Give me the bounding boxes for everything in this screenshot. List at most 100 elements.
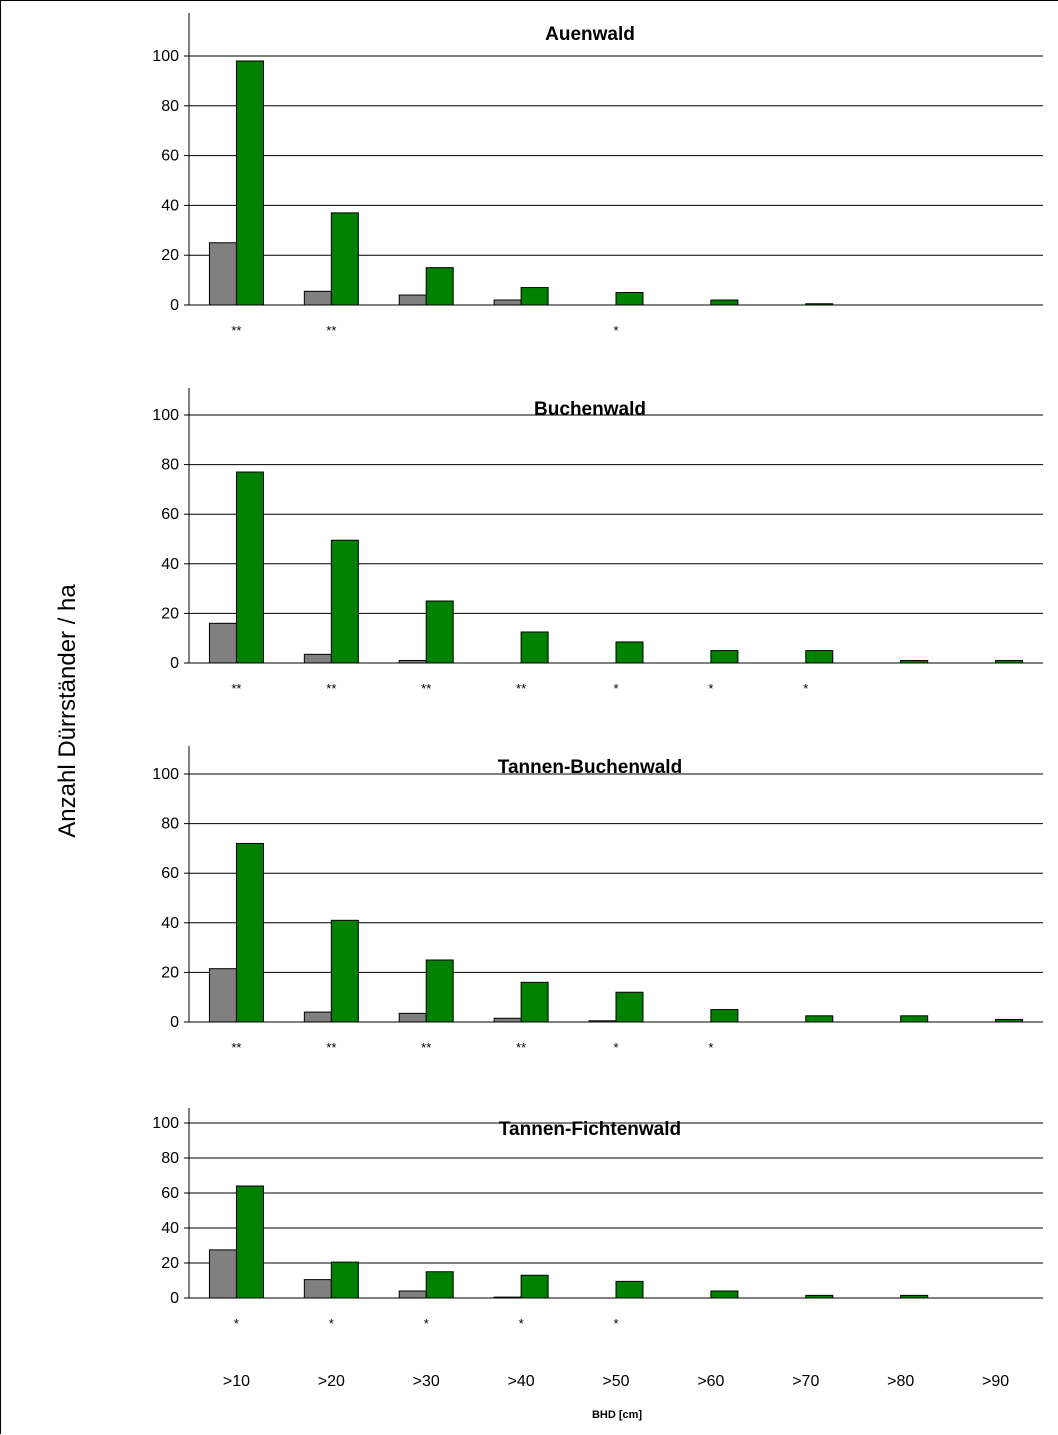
significance-marker: * — [708, 681, 713, 696]
bar-gray — [303, 1011, 332, 1023]
significance-marker: ** — [231, 681, 241, 696]
y-tick-label: 20 — [161, 247, 179, 264]
significance-marker: * — [613, 681, 618, 696]
significance-marker: ** — [421, 681, 431, 696]
significance-marker: ** — [231, 1040, 241, 1055]
x-tick-label: >50 — [602, 1373, 629, 1390]
y-tick-label: 80 — [161, 1150, 179, 1167]
significance-marker: * — [708, 1040, 713, 1055]
bar-gray — [208, 1249, 237, 1299]
bar-gray — [208, 622, 237, 664]
significance-marker: * — [329, 1316, 334, 1331]
y-tick-label: 80 — [161, 816, 179, 833]
x-tick-label: >90 — [982, 1373, 1009, 1390]
bar-gray — [398, 660, 427, 664]
y-axis-label: Anzahl Dürrständer / ha — [54, 584, 81, 838]
bar-green — [900, 660, 929, 664]
bar-green — [425, 1271, 454, 1299]
bar-green — [805, 1294, 834, 1299]
bar-green — [805, 1015, 834, 1023]
y-tick-label: 0 — [170, 655, 179, 672]
x-tick-label: >20 — [318, 1373, 345, 1390]
bar-green — [615, 1280, 644, 1299]
x-tick-label: >40 — [508, 1373, 535, 1390]
x-tick-label: >10 — [223, 1373, 250, 1390]
bar-green — [330, 1261, 359, 1299]
bar-green — [805, 303, 834, 306]
x-axis-label: BHD [cm] — [592, 1409, 642, 1421]
bar-green — [615, 991, 644, 1023]
significance-marker: ** — [516, 681, 526, 696]
bar-green — [330, 919, 359, 1023]
panel-title: Tannen-Fichtenwald — [499, 1119, 681, 1140]
y-tick-label: 100 — [152, 48, 179, 65]
significance-marker: * — [234, 1316, 239, 1331]
x-tick-label: >30 — [413, 1373, 440, 1390]
significance-marker: ** — [326, 1040, 336, 1055]
bar-green — [520, 287, 549, 306]
significance-marker: * — [613, 323, 618, 338]
bar-green — [900, 1015, 929, 1023]
significance-marker: * — [613, 1316, 618, 1331]
y-tick-label: 100 — [152, 407, 179, 424]
x-tick-label: >80 — [887, 1373, 914, 1390]
significance-marker: ** — [326, 323, 336, 338]
y-tick-label: 20 — [161, 605, 179, 622]
bar-green — [710, 650, 739, 664]
bar-green — [520, 981, 549, 1023]
bar-gray — [493, 299, 522, 306]
x-tick-label: >60 — [697, 1373, 724, 1390]
bar-green — [710, 1009, 739, 1023]
y-tick-label: 40 — [161, 197, 179, 214]
y-tick-label: 60 — [161, 865, 179, 882]
y-tick-label: 80 — [161, 98, 179, 115]
bar-gray — [588, 1020, 617, 1023]
y-tick-label: 80 — [161, 457, 179, 474]
significance-marker: * — [803, 681, 808, 696]
y-tick-label: 60 — [161, 506, 179, 523]
bar-green — [710, 299, 739, 306]
bar-gray — [208, 968, 237, 1023]
bar-gray — [303, 653, 332, 664]
bar-green — [330, 539, 359, 664]
y-tick-label: 40 — [161, 915, 179, 932]
bar-gray — [493, 1296, 522, 1299]
y-tick-label: 100 — [152, 1115, 179, 1132]
bar-gray — [493, 1017, 522, 1023]
significance-marker: * — [613, 1040, 618, 1055]
bar-green — [235, 471, 264, 664]
significance-marker: * — [424, 1316, 429, 1331]
bar-green — [330, 212, 359, 306]
y-tick-label: 40 — [161, 556, 179, 573]
bar-green — [615, 641, 644, 664]
bar-green — [900, 1294, 929, 1299]
significance-marker: ** — [516, 1040, 526, 1055]
y-tick-label: 0 — [170, 1290, 179, 1307]
bar-gray — [208, 242, 237, 306]
bar-green — [615, 292, 644, 306]
bar-green — [710, 1290, 739, 1299]
bar-gray — [303, 290, 332, 306]
y-tick-label: 60 — [161, 148, 179, 165]
y-tick-label: 0 — [170, 1014, 179, 1031]
bar-green — [520, 631, 549, 664]
y-tick-label: 20 — [161, 1255, 179, 1272]
bar-green — [425, 959, 454, 1023]
bar-green — [235, 1185, 264, 1299]
bar-gray — [398, 294, 427, 306]
bar-green — [235, 842, 264, 1023]
panel-title: Tannen-Buchenwald — [498, 757, 682, 778]
x-tick-label: >70 — [792, 1373, 819, 1390]
bar-green — [425, 600, 454, 664]
y-tick-label: 0 — [170, 297, 179, 314]
bar-green — [995, 1019, 1024, 1023]
panel-title: Auenwald — [545, 24, 635, 45]
bar-green — [425, 267, 454, 306]
y-tick-label: 40 — [161, 1220, 179, 1237]
bar-green — [235, 60, 264, 306]
significance-marker: ** — [421, 1040, 431, 1055]
significance-marker: ** — [326, 681, 336, 696]
bar-green — [995, 660, 1024, 664]
y-tick-label: 60 — [161, 1185, 179, 1202]
